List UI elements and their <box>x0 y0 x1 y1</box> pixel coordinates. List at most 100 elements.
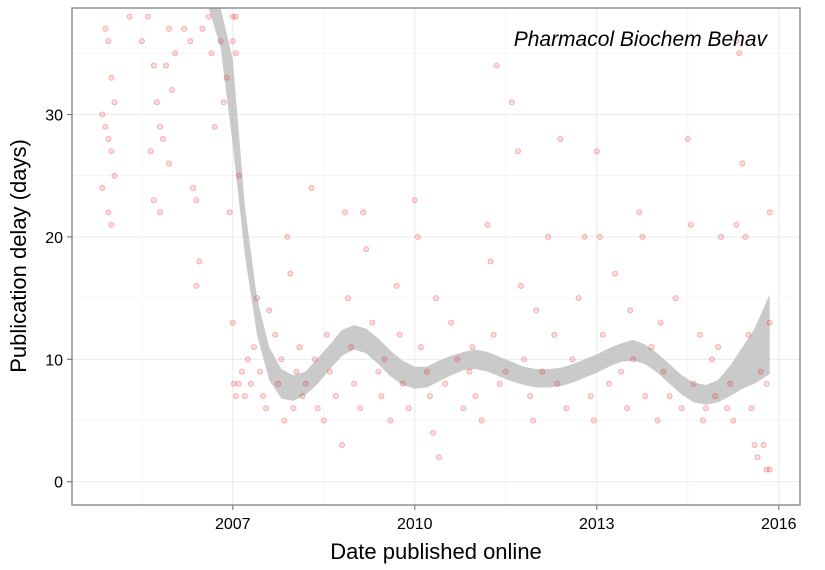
y-tick-label: 10 <box>45 352 63 369</box>
data-point <box>672 295 679 302</box>
data-point <box>642 393 649 400</box>
data-point <box>278 356 285 363</box>
data-point <box>387 417 394 424</box>
data-point <box>281 417 288 424</box>
data-point <box>563 405 570 412</box>
data-point <box>742 233 749 240</box>
data-point <box>533 307 540 314</box>
data-point <box>105 38 112 45</box>
data-point <box>205 13 212 20</box>
data-point <box>478 417 485 424</box>
y-tick-label: 30 <box>45 108 63 125</box>
data-point <box>684 135 691 142</box>
data-point <box>99 184 106 191</box>
data-point <box>605 380 612 387</box>
data-point <box>733 221 740 228</box>
data-point <box>156 123 163 130</box>
data-point <box>156 209 163 216</box>
data-point <box>514 148 521 155</box>
data-point <box>654 417 661 424</box>
data-point <box>527 393 534 400</box>
data-point <box>284 233 291 240</box>
data-point <box>554 380 561 387</box>
x-tick-label: 2010 <box>397 516 433 533</box>
data-point <box>144 13 151 20</box>
data-point <box>460 405 467 412</box>
data-point <box>111 99 118 106</box>
data-point <box>272 331 279 338</box>
x-tick-label: 2013 <box>579 516 615 533</box>
data-point <box>712 393 719 400</box>
data-point <box>266 307 273 314</box>
data-point <box>414 233 421 240</box>
data-point <box>208 50 215 57</box>
x-axis: 2007 2010 2013 2016 <box>215 505 797 533</box>
data-point <box>718 233 725 240</box>
data-point <box>302 380 309 387</box>
data-point <box>517 282 524 289</box>
data-point <box>181 25 188 32</box>
data-point <box>493 62 500 69</box>
data-point <box>226 209 233 216</box>
data-point <box>360 209 367 216</box>
data-point <box>162 62 169 69</box>
plot-background <box>72 8 800 505</box>
data-point <box>618 368 625 375</box>
data-point <box>229 319 236 326</box>
data-point <box>612 270 619 277</box>
data-point <box>521 356 528 363</box>
data-point <box>369 319 376 326</box>
data-point <box>108 148 115 155</box>
data-point <box>575 295 582 302</box>
data-point <box>766 209 773 216</box>
data-point <box>690 380 697 387</box>
data-point <box>472 393 479 400</box>
data-point <box>745 331 752 338</box>
data-point <box>590 417 597 424</box>
data-point <box>763 466 770 473</box>
y-tick-label: 0 <box>54 475 63 492</box>
data-point <box>739 160 746 167</box>
data-point <box>314 405 321 412</box>
x-tick-label: 2007 <box>215 516 251 533</box>
data-point <box>596 233 603 240</box>
data-point <box>338 441 345 448</box>
data-point <box>232 393 239 400</box>
y-axis: 0 10 20 30 <box>45 108 72 492</box>
data-point <box>748 405 755 412</box>
points-layer <box>99 13 773 473</box>
data-point <box>657 319 664 326</box>
data-point <box>196 258 203 265</box>
data-point <box>678 405 685 412</box>
data-point <box>487 258 494 265</box>
data-point <box>545 233 552 240</box>
data-point <box>405 405 412 412</box>
data-point <box>530 417 537 424</box>
data-point <box>229 13 236 20</box>
data-point <box>484 221 491 228</box>
data-point <box>99 111 106 118</box>
data-point <box>232 13 239 20</box>
data-point <box>348 344 355 351</box>
data-point <box>169 87 176 94</box>
data-point <box>147 148 154 155</box>
data-point <box>426 393 433 400</box>
data-point <box>275 380 282 387</box>
data-point <box>569 356 576 363</box>
data-point <box>448 319 455 326</box>
data-point <box>496 380 503 387</box>
data-point <box>736 50 743 57</box>
data-point <box>357 405 364 412</box>
data-point <box>724 405 731 412</box>
data-point <box>469 344 476 351</box>
data-point <box>341 209 348 216</box>
data-point <box>150 197 157 204</box>
data-point <box>229 38 236 45</box>
data-point <box>624 405 631 412</box>
data-point <box>757 368 764 375</box>
data-point <box>727 380 734 387</box>
data-point <box>442 380 449 387</box>
data-point <box>323 331 330 338</box>
data-point <box>193 282 200 289</box>
